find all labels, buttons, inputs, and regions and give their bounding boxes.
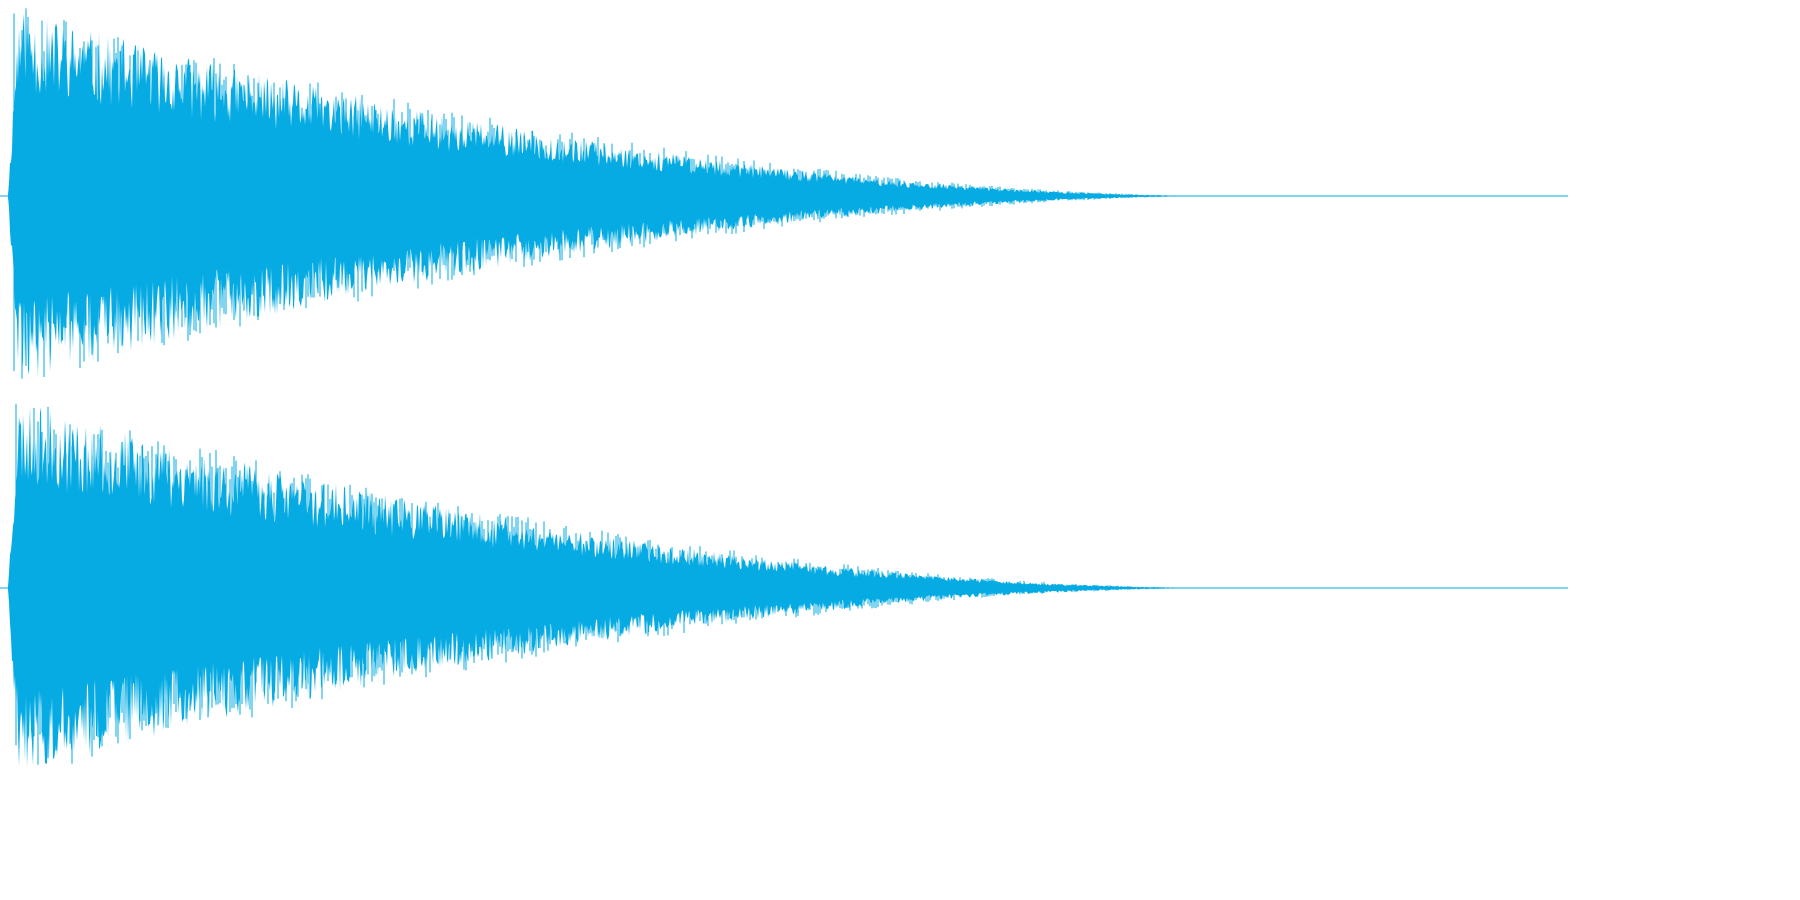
waveform-channel-1-svg <box>0 8 1568 379</box>
waveform-spikes <box>13 8 1229 379</box>
waveform-viewer <box>0 0 1568 783</box>
waveform-core <box>8 93 1230 299</box>
waveform-spikes <box>15 403 1221 765</box>
waveform-channel-2-svg <box>0 403 1568 767</box>
waveform-channel-1 <box>0 0 1568 392</box>
waveform-channel-2 <box>0 392 1568 783</box>
